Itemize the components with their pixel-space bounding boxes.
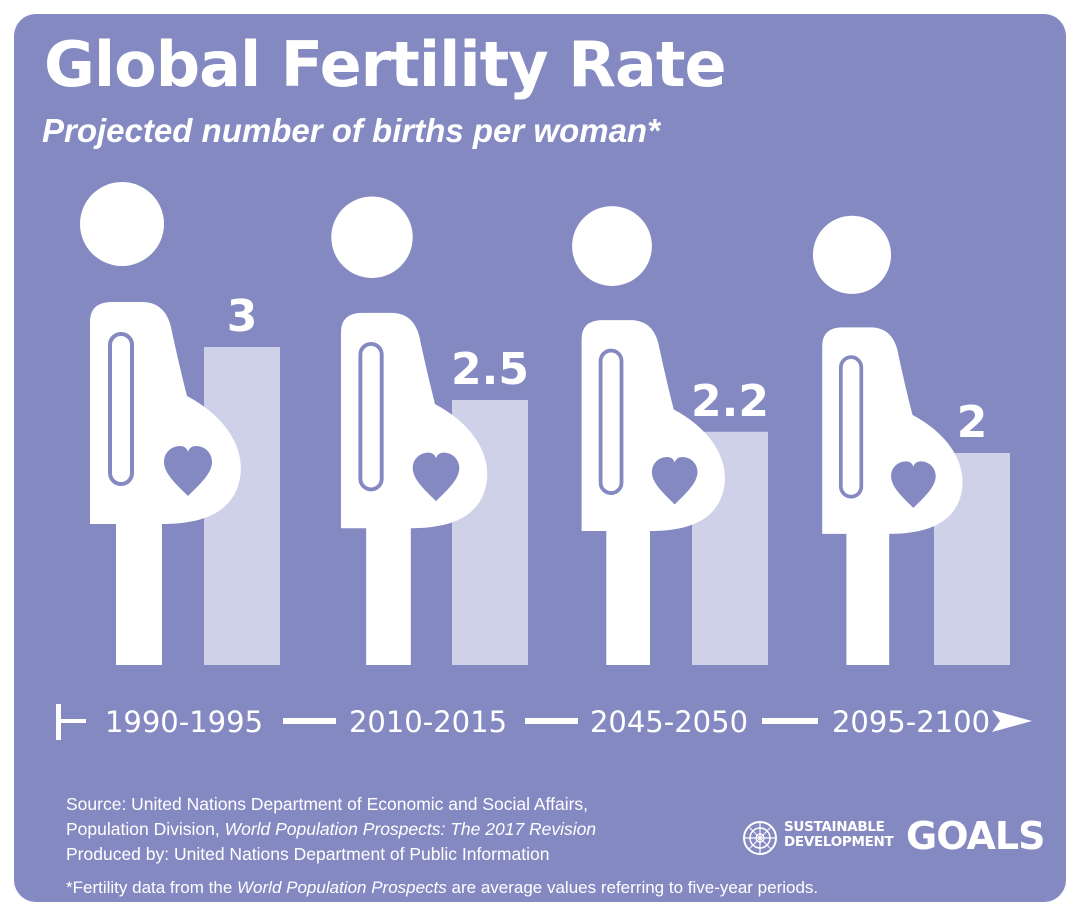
value-label-2045-2050: 2.2 [691, 376, 769, 427]
source-line-1: Source: United Nations Department of Eco… [66, 794, 589, 814]
chart-title: Global Fertility Rate [44, 28, 727, 101]
source-line-2: Population Division, World Population Pr… [66, 817, 596, 842]
figure-head [812, 215, 892, 294]
heart-icon [651, 456, 698, 505]
pregnant-woman-icon-3 [572, 206, 725, 665]
figure-head [331, 196, 413, 278]
fertility-chart: 3 2.5 2.2 2 1990-1995 2010-2015 2045-2050 2095-… [56, 182, 1032, 740]
timeline-start-segment [56, 719, 86, 723]
timeline-dash-3 [762, 718, 818, 724]
source-line-2-prefix: Population Division, [66, 819, 225, 839]
value-label-2010-2015: 2.5 [451, 344, 529, 395]
source-line-3: Produced by: United Nations Department o… [66, 844, 550, 864]
timeline-dash-1 [283, 718, 336, 724]
source-publication-title: World Population Prospects: The 2017 Rev… [224, 819, 597, 839]
value-label-1990-1995: 3 [227, 291, 258, 342]
sdg-line-1: SUSTAINABLE [784, 819, 885, 835]
figure-arm [598, 348, 624, 495]
period-label-1990-1995: 1990-1995 [105, 705, 263, 739]
figure-body [581, 320, 725, 665]
figure-head [572, 206, 652, 286]
period-label-2095-2100: 2095-2100 [832, 705, 990, 739]
figure-head [80, 182, 164, 266]
footnote-suffix: are average values referring to five-yea… [446, 878, 819, 897]
footnote: *Fertility data from the World Populatio… [66, 878, 818, 898]
pregnant-woman-icon-4 [812, 215, 963, 665]
infographic-card: Global Fertility Rate Projected number o… [14, 14, 1066, 902]
heart-icon [891, 461, 936, 508]
period-label-2045-2050: 2045-2050 [590, 705, 748, 739]
pregnant-woman-icon-1 [80, 182, 241, 665]
timeline-arrow-icon [992, 710, 1032, 732]
sdg-line-2: DEVELOPMENT [784, 834, 894, 850]
timeline-dash-2 [525, 718, 578, 724]
figure-body [340, 312, 488, 665]
heart-icon [412, 452, 460, 502]
figure-arm [838, 355, 864, 499]
sdg-goals-text: GOALS [906, 814, 1045, 858]
period-label-2010-2015: 2010-2015 [349, 705, 507, 739]
heart-icon [164, 446, 212, 496]
footnote-title: World Population Prospects [237, 878, 447, 897]
figure-body [822, 327, 963, 665]
sdg-small-text: SUSTAINABLE DEVELOPMENT [784, 819, 894, 850]
footnote-prefix: *Fertility data from the [66, 878, 238, 897]
figure-arm [358, 341, 384, 492]
un-emblem-icon [743, 821, 777, 855]
figure-body [90, 302, 241, 665]
sdg-logo: SUSTAINABLE DEVELOPMENT GOALS [742, 814, 1045, 860]
value-label-2095-2100: 2 [957, 397, 988, 448]
pregnant-woman-icon-2 [331, 196, 488, 665]
chart-subtitle: Projected number of births per woman* [42, 112, 660, 149]
source-block: Source: United Nations Department of Eco… [66, 792, 596, 867]
figure-arm [108, 332, 134, 486]
